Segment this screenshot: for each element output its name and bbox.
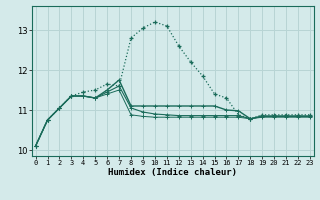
X-axis label: Humidex (Indice chaleur): Humidex (Indice chaleur) (108, 168, 237, 177)
